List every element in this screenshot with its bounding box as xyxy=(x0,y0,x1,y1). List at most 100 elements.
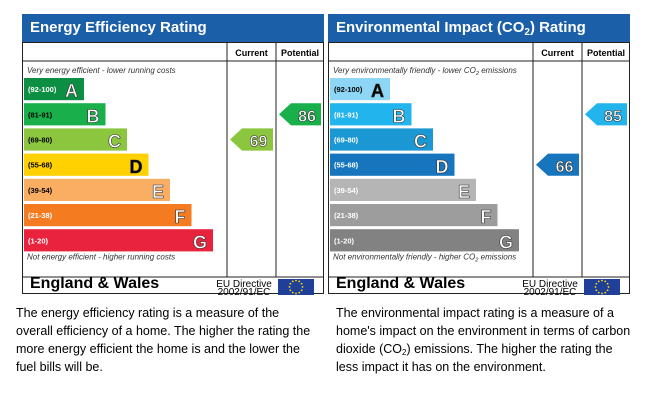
rating-value: 86 xyxy=(298,108,316,125)
eu-star xyxy=(604,280,607,283)
band-range-label: (69-80) xyxy=(334,136,359,145)
band-range-label: (81-91) xyxy=(28,110,53,119)
band-bar xyxy=(24,153,149,176)
eu-star xyxy=(601,292,603,295)
rating-arrow xyxy=(536,153,579,176)
eu-star xyxy=(291,291,294,294)
band-bar xyxy=(330,178,476,201)
band-range-label: (55-68) xyxy=(28,161,53,170)
band-range-label: (69-80) xyxy=(28,136,53,145)
rating-band-g: (1-20) G xyxy=(330,229,519,253)
energy-efficiency-chart: Energy Efficiency Rating Current Potentia… xyxy=(22,14,324,296)
chart-title: Energy Efficiency Rating xyxy=(22,14,324,42)
band-bar xyxy=(24,229,213,252)
rating-band-f: (21-38) F xyxy=(24,204,192,227)
eu-star xyxy=(597,291,600,294)
band-bar xyxy=(24,78,84,101)
rating-band-e: (39-54) E xyxy=(330,178,476,202)
chart-title: Environmental Impact (CO2) Rating xyxy=(328,14,630,42)
band-range-label: (92-100) xyxy=(334,85,363,94)
rating-band-b: (81-91) B xyxy=(24,103,106,127)
band-bar xyxy=(330,78,390,101)
eu-star xyxy=(601,279,603,282)
chart-title-text: Energy Efficiency Rating xyxy=(30,19,207,36)
rating-value: 85 xyxy=(604,108,622,125)
eu-flag-bg xyxy=(278,279,314,295)
band-letter: A xyxy=(371,81,384,101)
eu-star xyxy=(594,286,597,288)
eu-star xyxy=(288,286,291,288)
rating-band-a: (92-100) A xyxy=(330,78,390,101)
footer-directive: 2002/91/EC xyxy=(524,287,577,296)
energy-explanation: The energy efficiency rating is a measur… xyxy=(16,306,311,374)
top-note: Very energy efficient - lower running co… xyxy=(27,66,176,75)
band-bar xyxy=(24,103,106,126)
band-range-label: (81-91) xyxy=(334,110,359,119)
band-letter: D xyxy=(436,157,449,177)
band-letter: G xyxy=(193,232,207,252)
environmental-impact-chart: Environmental Impact (CO2) Rating Curren… xyxy=(328,14,630,296)
band-range-label: (1-20) xyxy=(28,236,49,245)
rating-band-d: (55-68) D xyxy=(330,153,455,177)
eu-star xyxy=(289,282,292,285)
band-letter: C xyxy=(414,132,427,152)
rating-band-d: (55-68) D xyxy=(24,153,149,177)
current-rating: 69 xyxy=(230,128,273,151)
eu-star xyxy=(289,289,292,292)
footer-directive: 2002/91/EC xyxy=(218,287,271,296)
band-bar xyxy=(330,153,455,176)
bottom-note: Not energy efficient - higher running co… xyxy=(27,252,175,261)
top-note: Very environmentally friendly - lower CO… xyxy=(333,66,517,77)
band-range-label: (21-38) xyxy=(334,211,359,220)
eu-flag-bg xyxy=(584,279,620,295)
potential-rating: 85 xyxy=(585,103,627,126)
footer-region: England & Wales xyxy=(30,275,159,292)
eu-star xyxy=(300,282,303,285)
band-range-label: (55-68) xyxy=(334,161,359,170)
eu-star xyxy=(604,291,607,294)
environment-explanation-part: ) emissions. The higher the rating the l… xyxy=(336,342,613,374)
bottom-note: Not environmentally friendly - higher CO… xyxy=(333,252,516,263)
band-letter: B xyxy=(87,106,100,126)
rating-band-e: (39-54) E xyxy=(24,178,170,202)
band-bar xyxy=(24,178,170,201)
eu-star xyxy=(295,292,297,295)
eu-star xyxy=(606,289,609,292)
band-range-label: (1-20) xyxy=(334,236,355,245)
eu-star xyxy=(595,282,598,285)
band-bar xyxy=(330,229,519,252)
band-bar xyxy=(330,103,412,126)
rating-arrow xyxy=(279,103,321,126)
band-bar xyxy=(24,204,192,227)
band-bar xyxy=(330,204,498,227)
rating-value: 66 xyxy=(556,159,574,176)
environment-explanation-sub: 2 xyxy=(402,348,407,357)
chart-title-end: ) Rating xyxy=(529,19,586,36)
rating-arrow xyxy=(230,128,273,151)
eu-star xyxy=(595,289,598,292)
potential-rating: 86 xyxy=(279,103,321,126)
band-range-label: (39-54) xyxy=(334,186,359,195)
footer-directive: EU Directive xyxy=(216,279,272,290)
chart-title-sub: 2 xyxy=(524,27,530,38)
environment-explanation: The environmental impact rating is a mea… xyxy=(336,304,636,376)
band-bar xyxy=(330,128,433,151)
band-letter: C xyxy=(108,132,121,152)
rating-arrow xyxy=(585,103,627,126)
column-header-current: Current xyxy=(541,48,574,58)
column-header-current: Current xyxy=(235,48,268,58)
band-letter: F xyxy=(481,207,492,227)
eu-star xyxy=(298,291,301,294)
rating-band-b: (81-91) B xyxy=(330,103,412,127)
band-letter: B xyxy=(393,106,406,126)
eu-star xyxy=(295,279,297,282)
eu-flag-icon xyxy=(278,279,314,295)
rating-band-a: (92-100) A xyxy=(24,78,84,101)
footer-directive: EU Directive xyxy=(522,279,578,290)
environment-explanation-part: The environmental impact rating is a mea… xyxy=(336,306,631,356)
band-range-label: (39-54) xyxy=(28,186,53,195)
eu-flag-icon xyxy=(584,279,620,295)
band-letter: D xyxy=(130,157,143,177)
chart-title-text: Environmental Impact (CO xyxy=(336,19,525,36)
energy-chart-svg: Current Potential Very energy efficient - … xyxy=(22,42,324,296)
